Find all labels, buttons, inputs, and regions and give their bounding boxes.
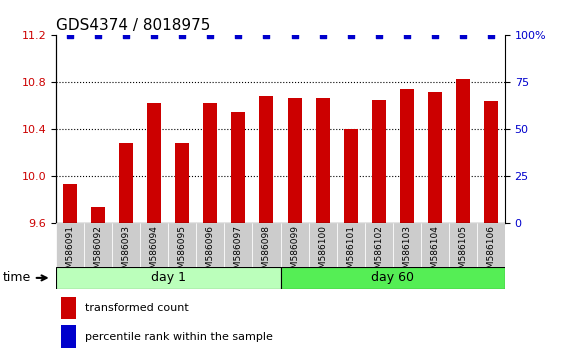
Point <box>66 33 75 38</box>
Bar <box>287 98 301 223</box>
Bar <box>231 112 246 223</box>
Text: percentile rank within the sample: percentile rank within the sample <box>85 332 273 342</box>
Text: GSM586091: GSM586091 <box>66 225 75 280</box>
Bar <box>61 297 76 319</box>
Text: day 60: day 60 <box>371 272 414 284</box>
Point <box>290 33 299 38</box>
Bar <box>119 143 133 223</box>
Bar <box>456 79 470 223</box>
Bar <box>112 223 140 267</box>
Text: GSM586104: GSM586104 <box>430 225 439 280</box>
Bar <box>399 89 413 223</box>
Text: GSM586096: GSM586096 <box>206 225 215 280</box>
Point <box>178 33 187 38</box>
Bar <box>393 223 421 267</box>
Text: GSM586094: GSM586094 <box>150 225 159 280</box>
Text: GSM586095: GSM586095 <box>178 225 187 280</box>
Text: GSM586097: GSM586097 <box>234 225 243 280</box>
Bar <box>337 223 365 267</box>
Bar <box>259 96 273 223</box>
Point <box>122 33 131 38</box>
Text: time: time <box>3 272 47 284</box>
Point <box>150 33 159 38</box>
Bar <box>203 103 217 223</box>
Bar <box>365 223 393 267</box>
Bar <box>196 223 224 267</box>
Bar <box>280 223 309 267</box>
Text: GDS4374 / 8018975: GDS4374 / 8018975 <box>56 18 210 33</box>
Text: GSM586101: GSM586101 <box>346 225 355 280</box>
Text: transformed count: transformed count <box>85 303 189 313</box>
Bar <box>484 101 498 223</box>
Bar <box>168 223 196 267</box>
Bar <box>140 223 168 267</box>
Point <box>430 33 439 38</box>
Bar <box>175 143 189 223</box>
Bar <box>449 223 477 267</box>
Point <box>94 33 103 38</box>
Bar <box>147 103 162 223</box>
Point <box>234 33 243 38</box>
Text: GSM586092: GSM586092 <box>94 225 103 280</box>
Bar <box>343 129 357 223</box>
Point <box>262 33 271 38</box>
Text: GSM586102: GSM586102 <box>374 225 383 280</box>
Bar <box>309 223 337 267</box>
Point <box>486 33 495 38</box>
Bar <box>91 207 105 223</box>
Text: day 1: day 1 <box>151 272 186 284</box>
Point <box>402 33 411 38</box>
Bar <box>315 98 329 223</box>
Bar <box>56 223 84 267</box>
Text: GSM586099: GSM586099 <box>290 225 299 280</box>
Point <box>318 33 327 38</box>
Text: GSM586093: GSM586093 <box>122 225 131 280</box>
Bar <box>427 92 442 223</box>
Point <box>346 33 355 38</box>
Bar <box>371 100 385 223</box>
Bar <box>84 223 112 267</box>
Bar <box>61 325 76 348</box>
Text: GSM586103: GSM586103 <box>402 225 411 280</box>
Bar <box>224 223 252 267</box>
Text: GSM586098: GSM586098 <box>262 225 271 280</box>
Text: GSM586106: GSM586106 <box>486 225 495 280</box>
Point <box>374 33 383 38</box>
Bar <box>63 184 77 223</box>
Text: GSM586105: GSM586105 <box>458 225 467 280</box>
Point <box>206 33 215 38</box>
Bar <box>477 223 505 267</box>
Text: GSM586100: GSM586100 <box>318 225 327 280</box>
Bar <box>252 223 280 267</box>
Bar <box>280 267 505 289</box>
Point <box>458 33 467 38</box>
Bar <box>56 267 280 289</box>
Bar <box>421 223 449 267</box>
